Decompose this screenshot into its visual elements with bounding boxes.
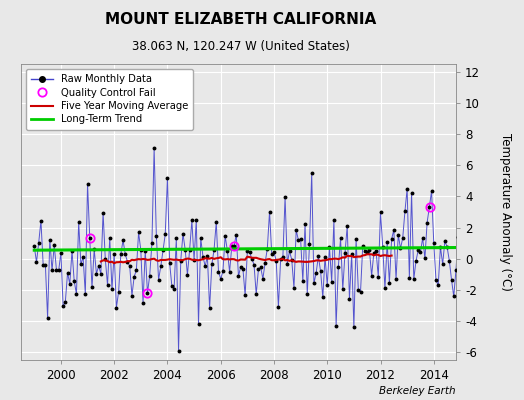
Text: MOUNT ELIZABETH CALIFORNIA: MOUNT ELIZABETH CALIFORNIA [105, 12, 377, 27]
Text: Berkeley Earth: Berkeley Earth [379, 386, 456, 396]
Legend: Raw Monthly Data, Quality Control Fail, Five Year Moving Average, Long-Term Tren: Raw Monthly Data, Quality Control Fail, … [26, 69, 193, 130]
Text: 38.063 N, 120.247 W (United States): 38.063 N, 120.247 W (United States) [132, 40, 350, 53]
Y-axis label: Temperature Anomaly (°C): Temperature Anomaly (°C) [499, 133, 512, 291]
